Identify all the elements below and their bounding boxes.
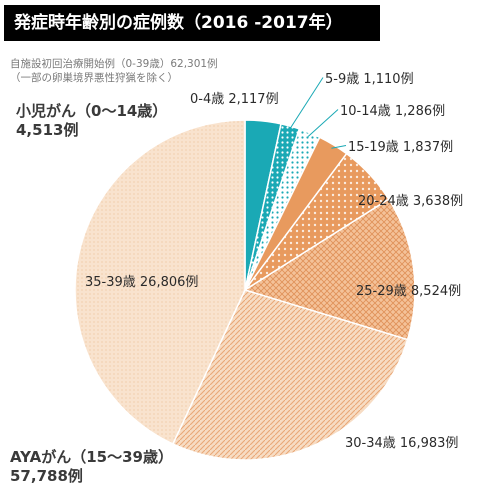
- pie-slice-25-29歳: [243, 198, 416, 341]
- group-child-count: 4,513例: [16, 121, 79, 139]
- slice-label-35-39: 35-39歳 26,806例: [85, 275, 199, 290]
- pie-slice-35-39歳: [74, 119, 246, 445]
- group-aya: AYAがん（15〜39歳） 57,788例: [10, 447, 173, 486]
- slice-label-0-4: 0-4歳 2,117例: [190, 92, 279, 107]
- slice-label-25-29: 25-29歳 8,524例: [356, 284, 462, 299]
- leader-line-5-9歳: [288, 77, 324, 131]
- group-aya-count: 57,788例: [10, 467, 83, 485]
- pie-slice-30-34歳: [171, 289, 409, 461]
- slice-label-20-24: 20-24歳 3,638例: [358, 194, 464, 209]
- note-line-1: 自施設初回治療開始例（0-39歳）62,301例: [10, 58, 218, 70]
- leader-line-10-14歳: [307, 109, 339, 137]
- slice-label-10-14: 10-14歳 1,286例: [340, 104, 446, 119]
- note-line-2: （一部の卵巣境界悪性狩猟を除く）: [10, 72, 178, 84]
- leader-line-15-19歳: [331, 145, 347, 149]
- group-aya-name: AYAがん（15〜39歳）: [10, 448, 173, 466]
- slice-label-30-34: 30-34歳 16,983例: [345, 436, 459, 451]
- group-child: 小児がん（0〜14歳） 4,513例: [16, 101, 167, 140]
- chart-title: 発症時年齢別の症例数（2016 -2017年）: [4, 5, 380, 41]
- group-child-name: 小児がん（0〜14歳）: [16, 102, 168, 120]
- slice-label-15-19: 15-19歳 1,837例: [348, 140, 454, 155]
- slice-label-5-9: 5-9歳 1,110例: [325, 72, 414, 87]
